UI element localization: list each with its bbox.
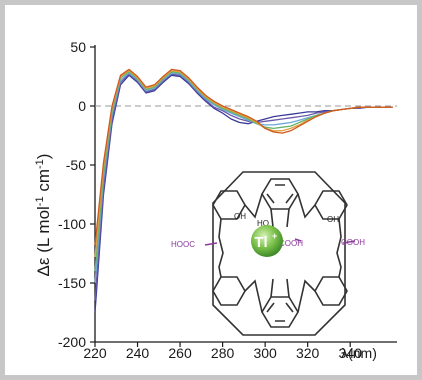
axes-layer [95,45,397,342]
series-line-1 [95,75,393,312]
x-tick-label: 300 [253,345,277,361]
y-label-text: cm [34,169,53,196]
y-label-superscript: -1 [34,196,46,206]
x-tick-label: 220 [83,345,107,361]
hydroxyl-label-3: OH [327,215,339,224]
y-tick-label: -150 [58,275,86,291]
series-line-5 [95,71,393,257]
y-tick-label: 0 [78,98,86,114]
y-label-text: ) [34,154,53,160]
thallium-charge: + [272,231,277,241]
hydroxyl-label-1: OH [234,212,246,221]
left-bottom-ring [213,277,245,305]
thallium-label: Tl [254,234,267,251]
x-tick-label: 240 [126,345,150,361]
x-tick-label: 280 [211,345,235,361]
cage-frame [213,172,345,335]
x-tick-label: 260 [168,345,192,361]
y-tick-label: -50 [66,157,86,173]
y-axis-label: Δε (L mol-1 cm-1) [34,154,53,277]
x-tick-label: 320 [296,345,320,361]
series-line-3 [95,73,393,283]
molecule-inset: OH HO OH HOOC COOH COOH Tl + [171,172,365,335]
y-tick-label: -100 [58,216,86,232]
y-tick-label: 50 [70,39,86,55]
carboxyl-label-left: HOOC [171,240,195,249]
y-label-superscript: -1 [34,159,46,169]
y-tick-label: -200 [58,334,86,350]
right-bottom-ring [315,277,347,305]
y-label-text: Δε (L mol [34,206,53,276]
carboxyl-label-right: COOH [341,238,365,247]
x-axis-label: λ(nm) [341,345,377,361]
